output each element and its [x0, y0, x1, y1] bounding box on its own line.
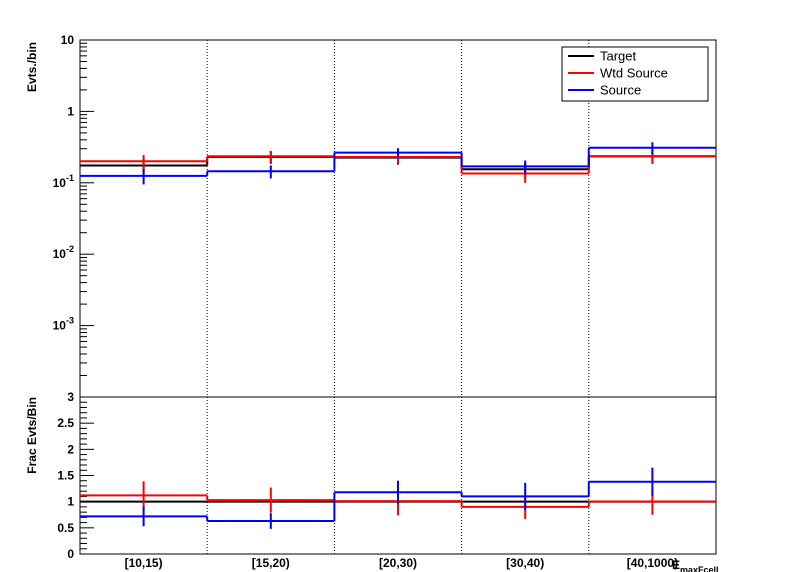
- bottom-y-tick-label: 3: [67, 390, 74, 404]
- x-tick-label: [40,1000): [627, 556, 678, 570]
- bottom-y-axis-title: Frac Evts/Bin: [25, 397, 39, 474]
- top-y-tick-label: 10-1: [53, 173, 74, 190]
- x-axis-title: EmaxFcell: [672, 558, 719, 572]
- bottom-y-tick-label: 0.5: [57, 521, 74, 535]
- x-tick-label: [20,30): [379, 556, 417, 570]
- bottom-pad-frame: [79, 396, 717, 555]
- bottom-y-tick-label: 0: [67, 547, 74, 561]
- bottom-y-tick-label: 2.5: [57, 416, 74, 430]
- legend-entry: Source: [600, 83, 641, 98]
- bottom-y-tick-label: 1.5: [57, 469, 74, 483]
- bottom-series-source: [80, 467, 716, 529]
- x-tick-label: [10,15): [125, 556, 163, 570]
- top-y-tick-label: 10: [61, 33, 75, 47]
- legend-entry: Wtd Source: [600, 66, 668, 81]
- top-y-axis-title: Evts./bin: [25, 42, 39, 92]
- top-y-tick-label: 1: [67, 104, 74, 118]
- x-tick-label: [15,20): [252, 556, 290, 570]
- bottom-y-tick-label: 1: [67, 495, 74, 509]
- top-y-tick-label: 10-3: [53, 316, 74, 333]
- bottom-y-tick-label: 2: [67, 442, 74, 456]
- legend-entry: Target: [600, 49, 637, 64]
- top-series-source: [80, 142, 716, 185]
- top-y-tick-label: 10-2: [53, 244, 74, 261]
- x-tick-label: [30,40): [506, 556, 544, 570]
